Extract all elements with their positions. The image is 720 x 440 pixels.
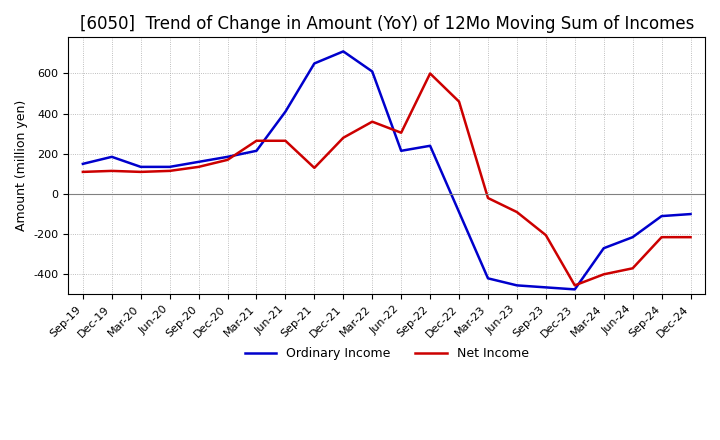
Net Income xyxy=(166,168,174,173)
Net Income xyxy=(368,119,377,125)
Ordinary Income xyxy=(513,283,521,288)
Ordinary Income xyxy=(166,164,174,169)
Net Income xyxy=(570,283,579,288)
Net Income xyxy=(629,266,637,271)
Line: Ordinary Income: Ordinary Income xyxy=(83,51,690,290)
Net Income xyxy=(513,209,521,215)
Line: Net Income: Net Income xyxy=(83,73,690,286)
Ordinary Income xyxy=(600,246,608,251)
Net Income xyxy=(426,71,434,76)
Net Income xyxy=(484,195,492,201)
Title: [6050]  Trend of Change in Amount (YoY) of 12Mo Moving Sum of Incomes: [6050] Trend of Change in Amount (YoY) o… xyxy=(79,15,694,33)
Ordinary Income xyxy=(252,148,261,154)
Net Income xyxy=(310,165,319,171)
Net Income xyxy=(455,99,464,104)
Net Income xyxy=(541,232,550,238)
Ordinary Income xyxy=(223,154,232,159)
Ordinary Income xyxy=(107,154,116,159)
Ordinary Income xyxy=(281,109,289,114)
Net Income xyxy=(252,138,261,143)
Net Income xyxy=(194,164,203,169)
Ordinary Income xyxy=(426,143,434,148)
Ordinary Income xyxy=(657,213,666,219)
Legend: Ordinary Income, Net Income: Ordinary Income, Net Income xyxy=(240,342,534,365)
Net Income xyxy=(657,235,666,240)
Ordinary Income xyxy=(484,276,492,281)
Ordinary Income xyxy=(339,49,348,54)
Ordinary Income xyxy=(455,209,464,215)
Y-axis label: Amount (million yen): Amount (million yen) xyxy=(15,100,28,231)
Net Income xyxy=(397,130,405,136)
Ordinary Income xyxy=(570,287,579,292)
Ordinary Income xyxy=(78,161,87,166)
Ordinary Income xyxy=(541,285,550,290)
Net Income xyxy=(281,138,289,143)
Net Income xyxy=(223,157,232,162)
Net Income xyxy=(600,271,608,277)
Ordinary Income xyxy=(629,235,637,240)
Net Income xyxy=(136,169,145,175)
Ordinary Income xyxy=(397,148,405,154)
Ordinary Income xyxy=(194,159,203,165)
Net Income xyxy=(686,235,695,240)
Ordinary Income xyxy=(136,164,145,169)
Net Income xyxy=(107,168,116,173)
Ordinary Income xyxy=(368,69,377,74)
Net Income xyxy=(339,135,348,140)
Ordinary Income xyxy=(310,61,319,66)
Ordinary Income xyxy=(686,212,695,217)
Net Income xyxy=(78,169,87,175)
